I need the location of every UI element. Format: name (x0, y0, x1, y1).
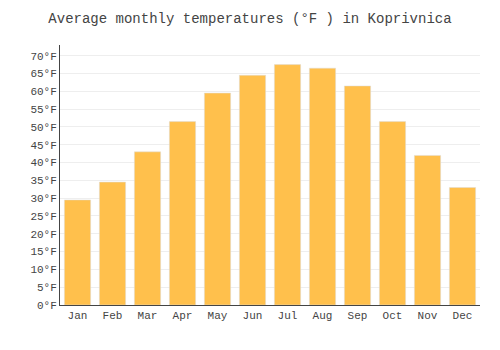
svg-text:10°F: 10°F (30, 264, 56, 276)
svg-text:35°F: 35°F (30, 175, 56, 187)
svg-text:Jul: Jul (278, 310, 298, 322)
svg-text:Apr: Apr (173, 310, 193, 322)
svg-text:70°F: 70°F (30, 51, 56, 63)
svg-text:May: May (208, 310, 228, 322)
svg-text:0°F: 0°F (37, 300, 57, 312)
svg-text:Jan: Jan (68, 310, 88, 322)
svg-text:Mar: Mar (138, 310, 158, 322)
svg-text:Average monthly temperatures (: Average monthly temperatures (°F ) in Ko… (48, 11, 451, 27)
svg-text:20°F: 20°F (30, 229, 56, 241)
svg-text:65°F: 65°F (30, 68, 56, 80)
svg-text:15°F: 15°F (30, 246, 56, 258)
svg-text:50°F: 50°F (30, 122, 56, 134)
svg-text:Nov: Nov (418, 310, 438, 322)
svg-text:30°F: 30°F (30, 193, 56, 205)
svg-text:60°F: 60°F (30, 86, 56, 98)
svg-text:Oct: Oct (383, 310, 403, 322)
svg-text:55°F: 55°F (30, 104, 56, 116)
svg-text:5°F: 5°F (37, 282, 57, 294)
svg-text:40°F: 40°F (30, 157, 56, 169)
svg-text:Aug: Aug (313, 310, 333, 322)
svg-text:Dec: Dec (453, 310, 473, 322)
svg-text:Jun: Jun (243, 310, 263, 322)
svg-text:Feb: Feb (103, 310, 123, 322)
svg-text:25°F: 25°F (30, 211, 56, 223)
svg-text:45°F: 45°F (30, 140, 56, 152)
svg-text:Sep: Sep (348, 310, 368, 322)
